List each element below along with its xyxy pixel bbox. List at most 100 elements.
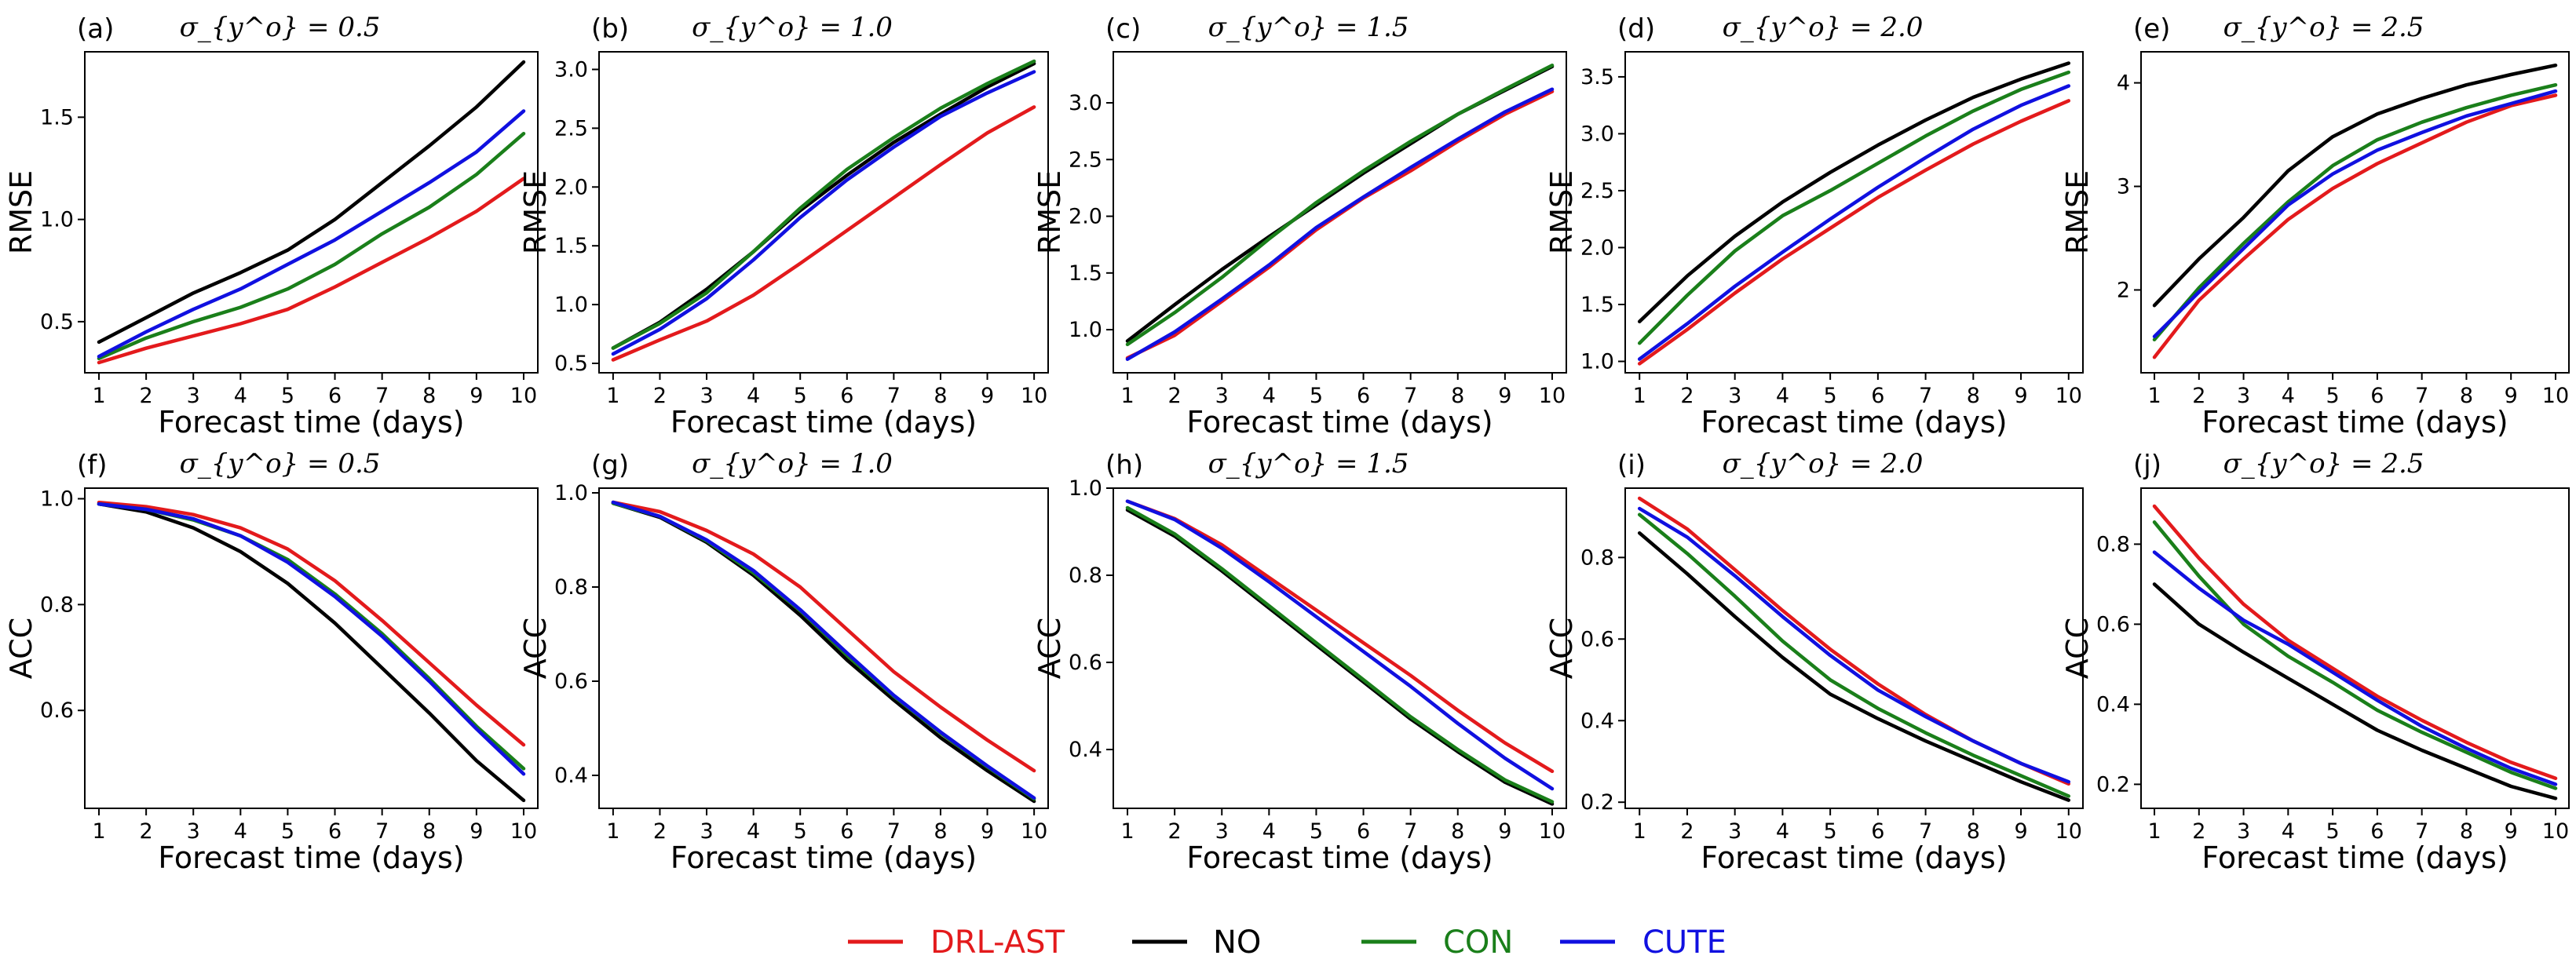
y-tick-label: 3.0 [554, 57, 588, 82]
x-tick-label: 6 [840, 819, 853, 844]
panel-title: σ_{y^o} = 1.0 [692, 448, 893, 480]
x-tick-label: 10 [1539, 819, 1566, 844]
plot-frame [598, 51, 1049, 374]
x-tick-label: 3 [700, 819, 713, 844]
x-tick-label: 5 [1310, 819, 1323, 844]
x-axis-label: Forecast time (days) [670, 405, 977, 439]
series-line-con [1125, 64, 1555, 347]
panel-title: σ_{y^o} = 1.0 [692, 12, 893, 43]
panel-i: 1 2 3 4 5 6 7 8 9 10 0.2 0.4 0.6 0.8 Forecast time (da… [1544, 448, 2084, 875]
plot-frame [1624, 51, 2084, 374]
x-axis-label: Forecast time (days) [158, 405, 464, 439]
x-tick-label: 6 [1871, 819, 1884, 844]
y-tick-label: 0.6 [1580, 627, 1614, 651]
x-tick-label: 8 [1451, 384, 1464, 408]
y-tick-label: 1.5 [554, 234, 588, 258]
x-tick-label: 1 [2147, 819, 2161, 844]
panel-f: 1 2 3 4 5 6 7 8 9 10 0.6 0.8 1.0 Forecast time (days)… [4, 448, 539, 875]
x-axis-label: Forecast time (days) [1186, 405, 1493, 439]
x-tick-label: 10 [1021, 384, 1047, 408]
series-line-no [1125, 508, 1555, 806]
x-tick-label: 10 [2055, 819, 2082, 844]
legend: DRL-AST NO CON CUTE [848, 924, 1726, 961]
y-tick-label: 0.8 [1069, 563, 1102, 588]
series-line-drl-ast [1125, 89, 1555, 360]
y-tick-label: 0.6 [2096, 612, 2130, 636]
plot-frame [1113, 487, 1567, 809]
plot-frame [1113, 51, 1567, 374]
x-tick-label: 1 [1633, 384, 1646, 408]
x-tick-label: 4 [2282, 384, 2295, 408]
x-tick-label: 7 [375, 384, 389, 408]
legend-label: CUTE [1642, 924, 1726, 961]
x-tick-label: 3 [1728, 819, 1741, 844]
y-tick-label: 1.0 [40, 208, 74, 232]
y-tick-label: 0.4 [1580, 709, 1614, 733]
x-tick-label: 6 [2370, 384, 2384, 408]
x-tick-label: 6 [840, 384, 853, 408]
x-tick-label: 1 [1633, 819, 1646, 844]
panel-label: (b) [591, 13, 629, 45]
panel-label: (a) [77, 13, 114, 45]
y-tick-label: 3 [2117, 175, 2130, 199]
x-tick-label: 5 [2326, 819, 2340, 844]
y-tick-label: 1.5 [1580, 293, 1614, 317]
x-tick-label: 4 [1776, 819, 1789, 844]
series-line-cute [2152, 89, 2558, 339]
y-tick-label: 2.0 [554, 175, 588, 199]
y-tick-label: 1.0 [554, 481, 588, 505]
x-tick-label: 8 [934, 819, 947, 844]
series-line-no [1637, 61, 2071, 323]
x-tick-label: 10 [510, 384, 537, 408]
x-axis-label: Forecast time (days) [1186, 841, 1493, 875]
y-tick-label: 0.8 [554, 575, 588, 600]
x-tick-label: 7 [2415, 819, 2428, 844]
panel-label: (e) [2133, 13, 2170, 45]
series-line-cute [97, 109, 526, 359]
x-tick-label: 7 [1919, 819, 1932, 844]
y-tick-label: 0.5 [554, 352, 588, 376]
x-tick-label: 2 [1168, 384, 1182, 408]
x-tick-label: 7 [375, 819, 389, 844]
series-line-cute [1125, 499, 1555, 791]
x-tick-label: 10 [2055, 384, 2082, 408]
series-line-drl-ast [611, 105, 1036, 362]
panel-title: σ_{y^o} = 2.0 [1723, 12, 1924, 43]
x-tick-label: 5 [794, 819, 807, 844]
x-tick-label: 8 [422, 819, 436, 844]
x-tick-label: 4 [1262, 819, 1276, 844]
x-tick-label: 7 [2415, 384, 2428, 408]
x-tick-label: 6 [1357, 384, 1370, 408]
y-tick-label: 0.4 [1069, 738, 1102, 762]
x-tick-label: 3 [187, 819, 200, 844]
y-tick-label: 0.6 [554, 669, 588, 694]
series-line-cute [1637, 84, 2071, 361]
panel-title: σ_{y^o} = 2.5 [2223, 448, 2424, 480]
series-line-no [97, 60, 526, 345]
x-tick-label: 2 [2192, 819, 2205, 844]
x-axis-label: Forecast time (days) [1701, 405, 2007, 439]
series-line-con [97, 131, 526, 361]
series-line-no [2152, 582, 2558, 800]
x-tick-label: 5 [281, 384, 294, 408]
panel-title: σ_{y^o} = 2.0 [1723, 448, 1924, 480]
panel-c: 1 2 3 4 5 6 7 8 9 10 1.0 1.5 2.0 2.5 3.0 Forecast time … [1032, 12, 1567, 439]
y-axis-label: ACC [1544, 618, 1579, 679]
legend-label: DRL-AST [930, 924, 1065, 961]
x-tick-label: 2 [653, 819, 667, 844]
x-tick-label: 5 [2326, 384, 2340, 408]
x-tick-label: 8 [1967, 384, 1980, 408]
panel-label: (i) [1617, 450, 1646, 481]
series-line-cute [611, 70, 1036, 356]
series-line-con [2152, 520, 2558, 790]
y-tick-label: 3.5 [1580, 65, 1614, 89]
plot-frame [84, 487, 539, 809]
x-tick-label: 5 [281, 819, 294, 844]
y-tick-label: 0.8 [40, 593, 74, 617]
x-tick-label: 1 [92, 384, 105, 408]
panel-title: σ_{y^o} = 1.5 [1208, 12, 1409, 43]
x-tick-label: 8 [934, 384, 947, 408]
x-tick-label: 9 [470, 384, 483, 408]
x-tick-label: 2 [140, 384, 153, 408]
